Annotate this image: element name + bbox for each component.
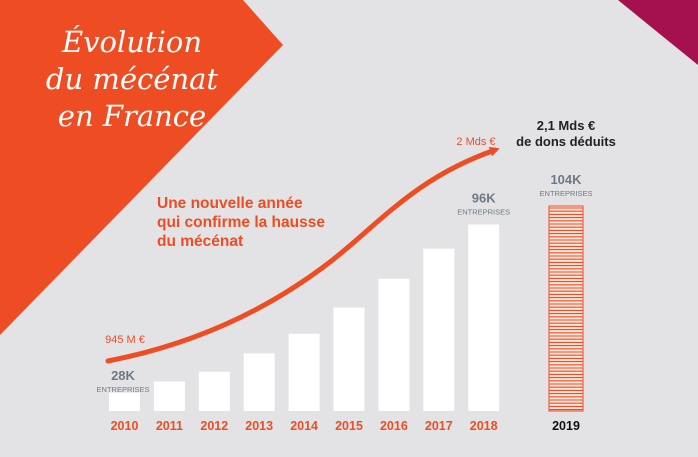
bar-value-2019: 104K [550,172,582,187]
labels: 2010 2011 2012 2013 2014 2015 2016 2017 2018 2019… [97,118,616,433]
amount-label-2010: 945 M € [105,334,145,346]
trend-arrow [105,146,500,364]
title-line-2: du mécénat [45,62,219,96]
bar-unit-2019: ENTREPRISES [540,189,593,198]
bar-2017 [423,248,455,411]
trend [105,146,500,364]
bar-2019 [548,205,584,412]
corner-triangle [618,0,698,65]
note-2019-line-2: de dons déduits [516,134,616,149]
annotation-line-3: du mécénat [157,233,244,250]
bar-2015 [333,307,365,411]
year-label-2013: 2013 [245,419,273,433]
bar-2013 [243,353,275,411]
bar-2012 [198,371,230,411]
bar-2010 [109,392,140,411]
year-label-2017: 2017 [425,419,453,433]
year-label-2018: 2018 [470,419,498,433]
bar-2014 [288,333,320,411]
year-label-2019: 2019 [552,419,580,433]
bar-2018 [468,224,500,411]
bar-2011 [153,381,185,411]
year-label-2011: 2011 [156,419,183,433]
annotation: Une nouvelle année qui confirme la hauss… [157,194,377,251]
year-label-2014: 2014 [290,419,318,433]
orange-banner-shape [0,0,283,335]
note-2019-line-1: 2,1 Mds € [537,118,596,133]
year-label-2016: 2016 [380,419,408,433]
annotation-line-2: qui confirme la hausse [157,214,325,231]
bar-value-2018: 96K [472,190,496,205]
page-title: Évolution du mécénat en France [22,24,242,135]
title-line-1: Évolution [61,25,203,59]
title-line-3: en France [57,99,207,133]
annotation-line-1: Une nouvelle année [157,195,303,212]
bar-unit-2018: ENTREPRISES [457,207,510,216]
year-label-2012: 2012 [200,419,228,433]
bar-2016 [378,278,410,411]
amount-label-2018: 2 Mds € [456,136,495,148]
year-label-2015: 2015 [335,419,363,433]
year-label-2010: 2010 [111,419,139,433]
bars [109,205,584,412]
bar-unit-2010: ENTREPRISES [97,385,150,394]
bar-value-2010: 28K [111,368,135,383]
